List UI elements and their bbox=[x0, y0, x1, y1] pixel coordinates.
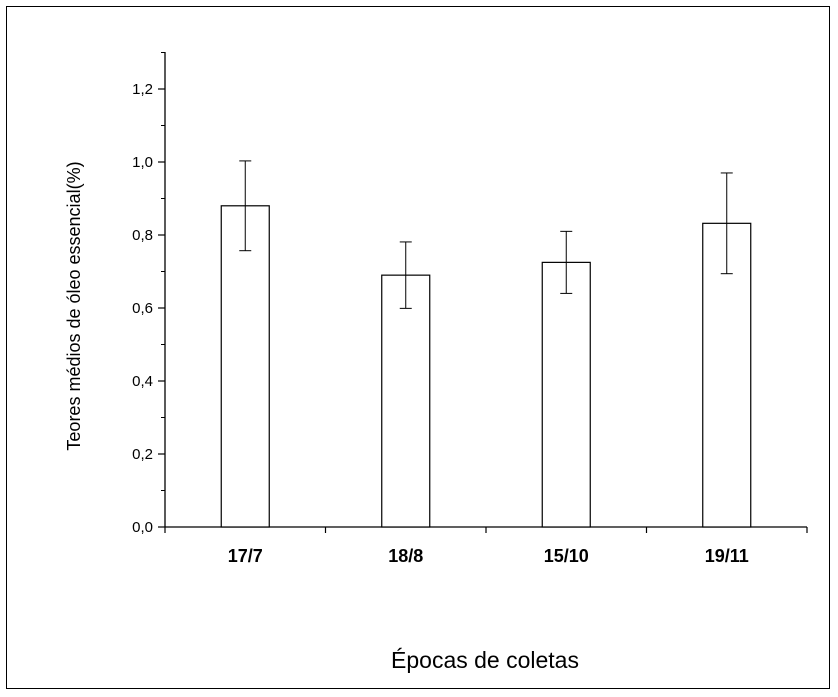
y-tick-label: 1,2 bbox=[132, 81, 153, 98]
y-tick-label: 1,0 bbox=[132, 154, 153, 171]
x-ticks: 17/7 18/8 15/10 19/11 bbox=[164, 527, 808, 566]
chart-frame bbox=[6, 6, 830, 689]
y-tick-label: 0,4 bbox=[132, 373, 153, 390]
y-tick-label: 0,2 bbox=[132, 446, 153, 463]
x-tick-label: 17/7 bbox=[228, 546, 263, 566]
bars bbox=[220, 205, 752, 528]
x-tick-label: 18/8 bbox=[388, 546, 423, 566]
bar bbox=[220, 205, 270, 528]
bar bbox=[541, 261, 591, 528]
y-tick-label: 0,0 bbox=[132, 519, 153, 536]
error-bars bbox=[239, 160, 733, 309]
x-tick-label: 15/10 bbox=[544, 546, 589, 566]
bar bbox=[381, 274, 431, 528]
x-axis-title: Épocas de coletas bbox=[391, 647, 579, 673]
y-tick-label: 0,6 bbox=[132, 300, 153, 317]
y-axis-title: Teores médios de óleo essencial(%) bbox=[64, 161, 84, 450]
y-ticks: 0,0 0,2 0,4 0,6 0,8 1,0 1,2 bbox=[132, 52, 165, 536]
x-tick-label: 19/11 bbox=[705, 546, 749, 566]
y-tick-label: 0,8 bbox=[132, 227, 153, 244]
